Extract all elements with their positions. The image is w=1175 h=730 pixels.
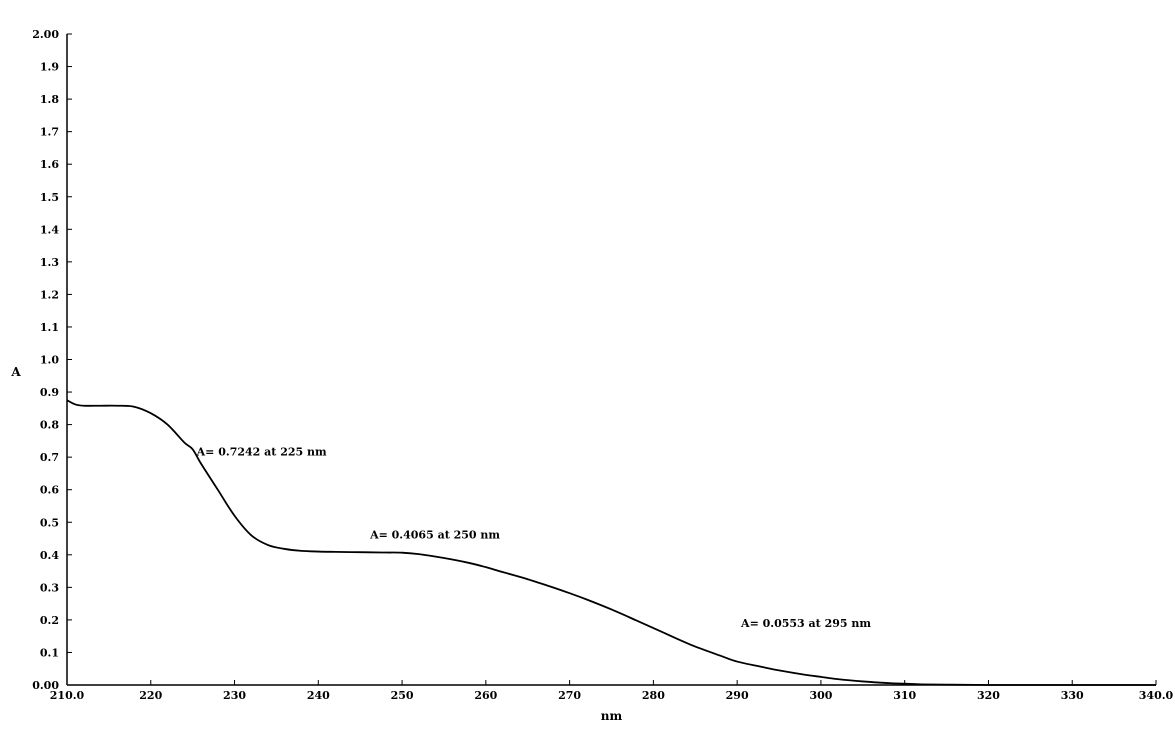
y-tick-label: 0.2 (40, 614, 59, 627)
x-tick-label: 270 (558, 689, 581, 702)
x-tick-label: 340.0 (1139, 689, 1174, 702)
y-tick-label: 2.00 (32, 28, 59, 41)
y-axis-label: A (10, 365, 21, 379)
axes-layer (66, 34, 1156, 686)
annotation-layer: A= 0.7242 at 225 nm A= 0.4065 at 250 nm A=… (196, 445, 872, 630)
x-axis-label: nm (601, 709, 623, 723)
y-tick-label: 0.9 (40, 386, 59, 399)
x-tick-label: 300 (809, 689, 832, 702)
x-tick-label: 230 (223, 689, 246, 702)
peak-annotation: A= 0.7242 at 225 nm (196, 445, 327, 458)
x-tick-label: 250 (391, 689, 414, 702)
y-tick-label: 1.4 (40, 223, 59, 236)
x-tick-label: 320 (977, 689, 1000, 702)
y-tick-label: 1.9 (40, 61, 59, 74)
peak-annotation: A= 0.4065 at 250 nm (369, 529, 500, 542)
x-tick-label: 330 (1061, 689, 1084, 702)
y-tick-label: 0.5 (40, 516, 59, 529)
y-tick-label: 1.1 (40, 321, 59, 334)
y-tick-label: 1.5 (40, 191, 59, 204)
y-tick-label: 1.0 (40, 354, 59, 367)
y-tick-label: 1.3 (40, 256, 59, 269)
y-tick-label: 1.6 (40, 158, 59, 171)
absorbance-series-line (66, 399, 1156, 686)
x-tick-label: 210.0 (50, 689, 85, 702)
x-tick-label: 260 (474, 689, 497, 702)
y-tick-label: 0.8 (40, 419, 59, 432)
y-tick-label: 0.4 (40, 549, 59, 562)
y-tick-label: 0.00 (32, 679, 59, 692)
x-tick-label: 290 (726, 689, 749, 702)
y-tick-label: 1.7 (40, 126, 59, 139)
y-tick-label: 1.8 (40, 93, 59, 106)
x-tick-label: 310 (893, 689, 916, 702)
y-tick-label: 0.7 (40, 451, 59, 464)
y-tick-label: 0.3 (40, 581, 59, 594)
x-tick-label: 280 (642, 689, 665, 702)
y-tick-label: 0.1 (40, 646, 59, 659)
y-tick-label: 1.2 (40, 288, 59, 301)
peak-annotation: A= 0.0553 at 295 nm (740, 617, 871, 630)
y-tick-label: 0.6 (40, 484, 59, 497)
x-tick-label: 220 (139, 689, 162, 702)
ticks-layer: 210.0 220 230 240 250 260 270 280 290 300 310 320 33… (32, 28, 1173, 702)
x-tick-label: 240 (307, 689, 330, 702)
series-layer (66, 399, 1156, 686)
